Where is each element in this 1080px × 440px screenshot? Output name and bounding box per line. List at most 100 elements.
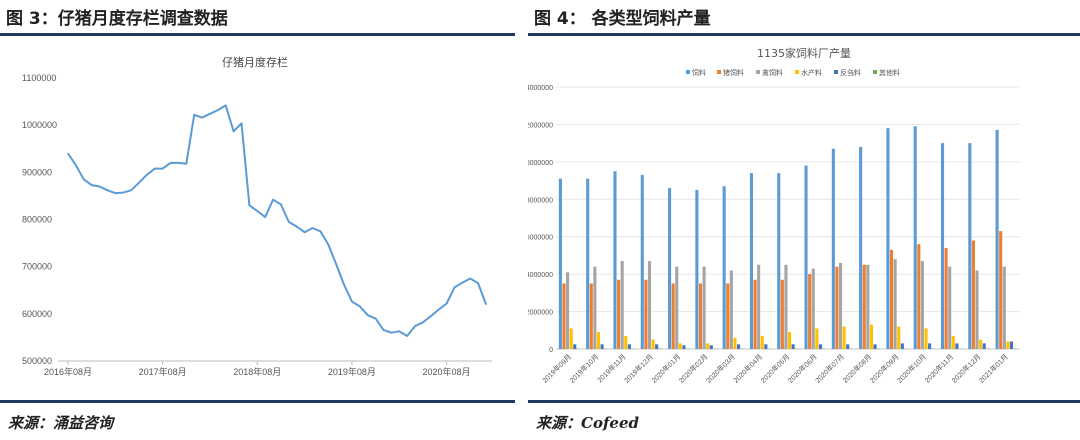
footer-rule xyxy=(0,400,515,403)
bar xyxy=(729,270,733,349)
data-point xyxy=(382,329,385,331)
figure-title: 图 4： 各类型饲料产量 xyxy=(534,9,711,29)
data-point xyxy=(422,321,424,323)
bar xyxy=(678,343,682,349)
y-tick-label: 8000000 xyxy=(528,197,553,204)
data-point xyxy=(193,114,195,116)
title-rule xyxy=(528,33,1080,36)
bar xyxy=(668,188,672,349)
bar xyxy=(889,249,894,349)
title-rule xyxy=(0,33,515,36)
bar xyxy=(600,344,604,349)
bar-chart: 1135家饲料厂产量 饲料 猪饲料 禽饲料 水产料 反刍料 其他料 0 2000000 400… xyxy=(528,46,1020,385)
data-point xyxy=(398,330,400,332)
bar xyxy=(859,146,863,349)
data-point xyxy=(304,231,306,233)
bar xyxy=(979,339,983,349)
bar xyxy=(944,247,948,349)
chart-title: 仔猪月度存栏 xyxy=(222,55,288,69)
data-point xyxy=(438,308,440,311)
data-point xyxy=(98,185,101,188)
bar xyxy=(706,343,710,349)
bar xyxy=(566,272,570,349)
bar xyxy=(831,148,835,349)
data-point xyxy=(461,282,463,284)
bar xyxy=(862,264,866,349)
bar xyxy=(640,174,644,349)
legend-swatch xyxy=(686,70,690,74)
data-point xyxy=(154,167,156,170)
bar xyxy=(897,326,901,349)
bar xyxy=(749,173,754,349)
bar xyxy=(784,264,788,349)
bar xyxy=(900,343,904,349)
bar xyxy=(968,143,972,349)
data-point xyxy=(335,263,337,265)
bar xyxy=(647,261,652,349)
bar xyxy=(811,268,815,349)
bar xyxy=(1002,266,1006,349)
bar xyxy=(893,259,897,349)
bar xyxy=(757,264,761,349)
bar xyxy=(886,128,890,349)
data-point xyxy=(264,216,266,218)
data-point xyxy=(75,164,77,166)
bar xyxy=(726,283,730,349)
data-point xyxy=(469,277,471,280)
bar xyxy=(818,344,822,349)
data-point xyxy=(351,300,353,303)
bar xyxy=(999,231,1003,349)
source-note: 来源：Cofeed xyxy=(536,414,639,432)
data-point xyxy=(414,325,416,327)
data-point xyxy=(327,243,329,246)
data-point xyxy=(367,314,369,316)
left-figure: 图 3：仔猪月度存栏调查数据 仔猪月度存栏 500000 600000 700000… xyxy=(0,0,515,440)
legend-label: 猪饲料 xyxy=(723,68,744,77)
data-point xyxy=(114,192,116,194)
data-point xyxy=(233,130,235,132)
bar xyxy=(940,143,945,349)
data-point xyxy=(445,302,448,305)
bar xyxy=(573,344,577,349)
bar xyxy=(733,337,737,349)
legend-label: 饲料 xyxy=(692,68,706,77)
bar xyxy=(760,335,764,349)
legend-label: 水产料 xyxy=(801,68,822,77)
bar xyxy=(644,279,648,349)
bar xyxy=(835,266,839,349)
data-point xyxy=(240,122,243,124)
x-tick-label: 2019年08月 xyxy=(328,366,376,377)
bar xyxy=(780,279,784,349)
y-tick-label: 4000000 xyxy=(528,272,553,279)
bar xyxy=(788,332,792,349)
bar xyxy=(753,279,757,349)
data-point xyxy=(256,210,258,212)
data-point xyxy=(311,227,314,229)
bar xyxy=(791,344,795,349)
bar xyxy=(627,344,631,349)
data-point xyxy=(453,286,456,289)
y-tick-label: 700000 xyxy=(22,262,52,272)
line-chart: 仔猪月度存栏 500000 600000 700000 800000 900000 100… xyxy=(22,55,492,377)
legend-swatch xyxy=(834,70,838,74)
data-point xyxy=(248,204,250,206)
bar xyxy=(955,343,959,349)
data-point xyxy=(217,109,219,111)
bar xyxy=(651,339,655,349)
y-tick-label: 0 xyxy=(549,347,553,354)
y-tick-label: 600000 xyxy=(22,309,52,319)
data-point xyxy=(374,317,377,320)
bar xyxy=(655,344,659,349)
data-point xyxy=(319,230,321,232)
right-figure: 图 4： 各类型饲料产量 1135家饲料厂产量 饲料 猪饲料 禽饲料 水产料 反刍料 其他… xyxy=(528,0,1080,440)
data-point xyxy=(201,117,203,119)
chart-title: 1135家饲料厂产量 xyxy=(757,46,851,60)
footer-rule xyxy=(528,400,1080,403)
bar xyxy=(593,266,597,349)
bar xyxy=(624,335,628,349)
data-point xyxy=(390,332,392,334)
bar xyxy=(777,173,781,349)
data-point xyxy=(430,315,432,317)
x-tick-label: 2020年08月 xyxy=(423,366,471,377)
data-point xyxy=(122,192,124,194)
